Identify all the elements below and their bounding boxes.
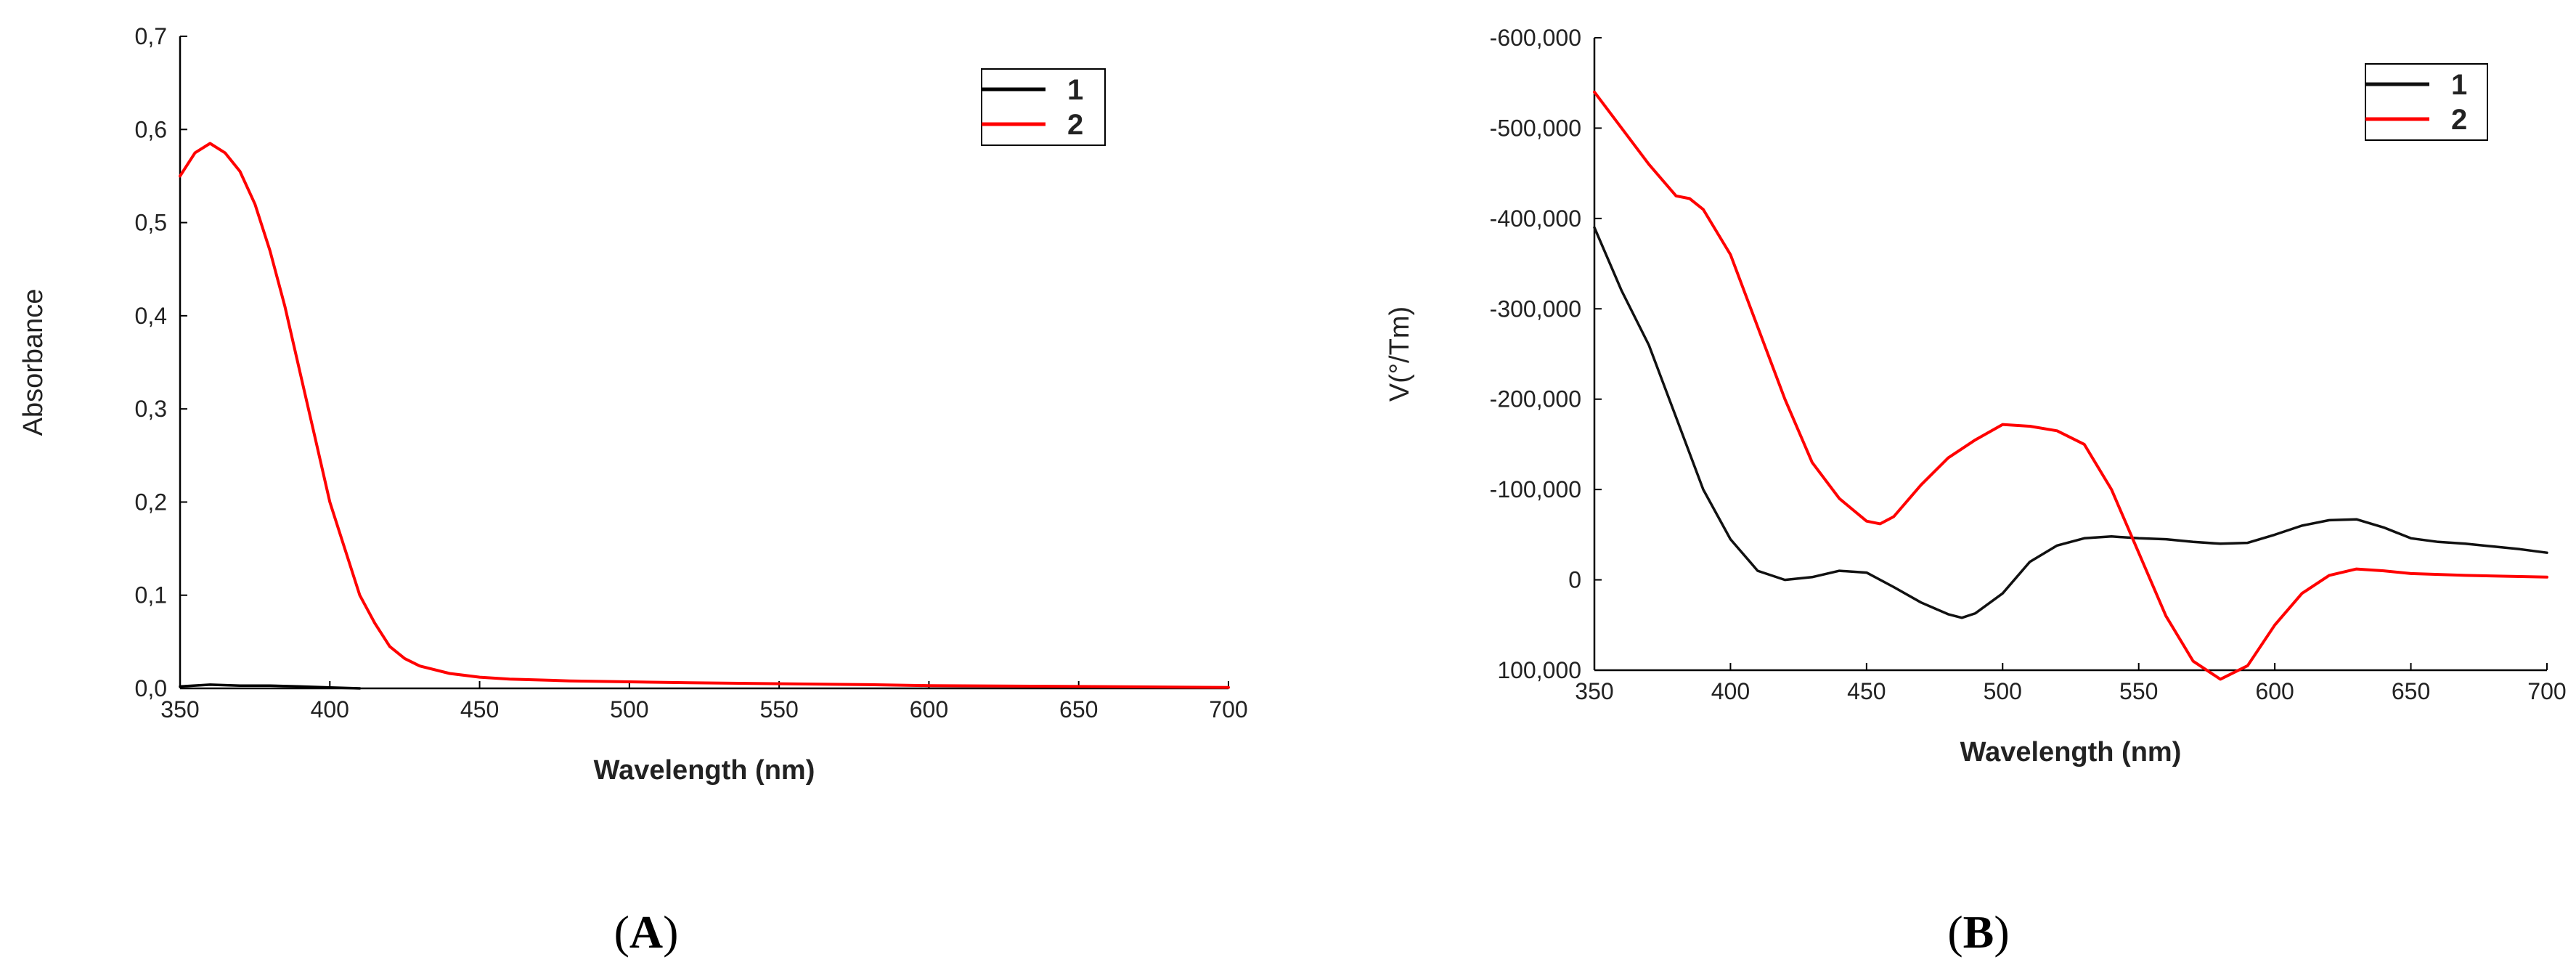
x-tick-label: 500: [610, 696, 648, 722]
x-tick-label: 400: [311, 696, 349, 722]
x-tick-label: 600: [2255, 678, 2294, 704]
panel-a: 350 400 450 500 550 600 650 700 0,0 0,1 0,2 0,3 0,4 0…: [18, 23, 1248, 958]
legend-box: [2365, 63, 2488, 141]
x-tick-label: 600: [910, 696, 948, 722]
y-tick-label: -100,000: [1490, 476, 1581, 502]
legend-label-2: 2: [2451, 104, 2467, 136]
series-line-1: [1593, 226, 2548, 619]
panel-b: 350 400 450 500 550 600 650 700 -600,000 -500,000…: [1385, 25, 2567, 958]
y-tick-label: 0: [1568, 567, 1581, 593]
x-axis-title: Wavelength (nm): [1960, 737, 2182, 768]
x-tick-label: 650: [1059, 696, 1098, 722]
y-tick-label: 0,4: [135, 303, 167, 329]
series-line-2: [179, 142, 1230, 689]
y-tick-label: 0,5: [135, 210, 167, 236]
panel-label: (B): [1947, 906, 2009, 958]
x-tick-label: 500: [1984, 678, 2022, 704]
y-tick-label: -200,000: [1490, 386, 1581, 412]
legend-label-1: 1: [2451, 69, 2467, 101]
x-tick-label: 350: [160, 696, 199, 722]
x-tick-label: 650: [2392, 678, 2430, 704]
x-tick-label: 700: [2527, 678, 2566, 704]
y-tick-label: 0,2: [135, 489, 167, 515]
y-tick-label: -400,000: [1490, 205, 1581, 232]
x-tick-label: 550: [759, 696, 798, 722]
x-axis-title: Wavelength (nm): [594, 755, 815, 786]
x-tick-label: 450: [460, 696, 499, 722]
y-tick-label: 0,1: [135, 582, 167, 608]
x-tick-label: 550: [2119, 678, 2158, 704]
y-axis-title: V(°/Tm): [1385, 306, 1415, 402]
y-tick-label: -500,000: [1490, 115, 1581, 141]
series-line-2: [1593, 90, 2548, 681]
x-tick-label: 350: [1575, 678, 1613, 704]
x-tick-label: 700: [1209, 696, 1247, 722]
y-tick-label: -300,000: [1490, 296, 1581, 322]
y-tick-label: 0,0: [135, 675, 167, 701]
y-tick-label: -600,000: [1490, 25, 1581, 51]
x-tick-label: 450: [1847, 678, 1886, 704]
legend-box: [981, 68, 1106, 146]
y-tick-label: 0,6: [135, 116, 167, 142]
series-line-1: [179, 683, 362, 690]
panel-label: (A): [614, 906, 679, 958]
legend-label-2: 2: [1067, 109, 1083, 141]
y-tick-label: 0,7: [135, 23, 167, 49]
y-tick-label: 100,000: [1497, 657, 1581, 683]
legend-label-1: 1: [1067, 74, 1083, 106]
y-axis-title: Absorbance: [18, 289, 49, 436]
y-tick-label: 0,3: [135, 396, 167, 422]
x-tick-label: 400: [1711, 678, 1750, 704]
